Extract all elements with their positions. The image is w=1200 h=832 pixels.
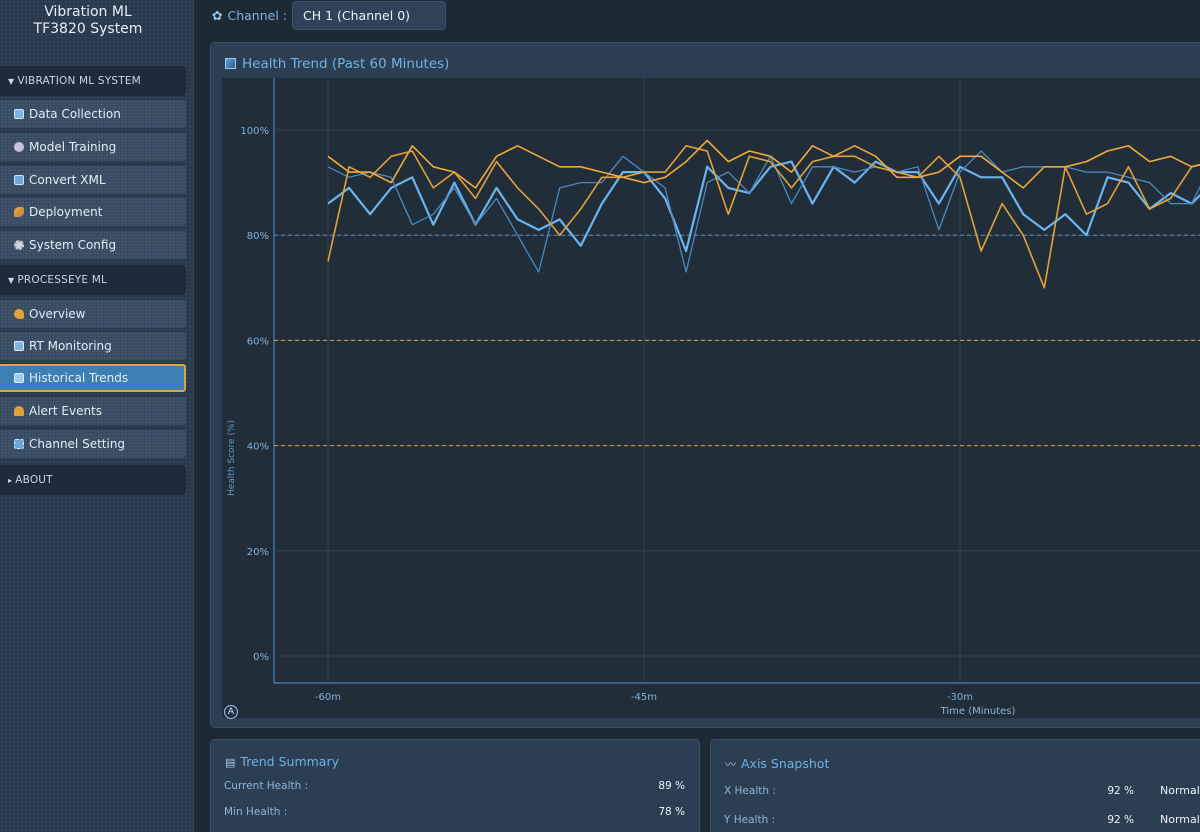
section-label: ABOUT [15,474,53,486]
sidebar-item-data-collection[interactable]: Data Collection [0,100,186,128]
x-health-label: X Health : [724,785,776,797]
min-health-label: Min Health : [224,806,288,818]
y-health-label: Y Health : [724,814,776,826]
caret-down-icon: ▼ [8,276,15,285]
caret-down-icon: ▼ [8,77,15,86]
y-axis-label: Health Score (%) [227,420,237,496]
sidebar-item-label: Model Training [29,140,117,154]
x-tick-label: -30m [947,692,973,703]
sidebar-item-system-config[interactable]: System Config [0,231,186,259]
axis-snapshot-title: 〰 Axis Snapshot [725,756,829,772]
pin-icon [14,309,24,319]
x-health-value: 92 % [1107,785,1134,797]
current-health-value: 89 % [658,780,685,792]
sidebar-item-model-training[interactable]: Model Training [0,133,186,161]
x-tick-label: -45m [631,692,657,703]
health-trend-chart: 0% 20% 40% 60% 80% 100% -60m -45m -30m Health Sc… [222,78,1200,718]
y-health-status: Normal [1160,813,1200,826]
tick-layer: 0% 20% 40% 60% 80% 100% -60m -45m -30m [240,126,973,703]
section-vibration-ml-system[interactable]: ▼ VIBRATION ML SYSTEM [0,66,186,96]
bell-icon [14,406,24,416]
trend-summary-title: ▤ Trend Summary [225,754,339,769]
trend-summary-card: ▤ Trend Summary Current Health : 89 % Min… [210,739,700,832]
brand: Vibration ML TF3820 System [0,4,176,38]
plot-background [222,78,1200,718]
file-icon [14,175,24,185]
sidebar-item-historical-trends[interactable]: Historical Trends [0,364,186,392]
section-about[interactable]: ▸ ABOUT [0,465,186,495]
caret-right-icon: ▸ [8,476,13,485]
sidebar-item-label: Overview [29,307,86,321]
min-health-value: 78 % [658,806,685,818]
section-label: VIBRATION ML SYSTEM [17,75,141,87]
wave-icon: 〰 [725,758,736,771]
trend-chart-icon [225,58,236,69]
sidebar-item-convert-xml[interactable]: Convert XML [0,166,186,194]
chart-icon [14,109,24,119]
sidebar-item-label: System Config [29,238,117,252]
y-health-value: 92 % [1107,814,1134,826]
axis-snapshot-card: 〰 Axis Snapshot X Health : 92 % Normal Y … [710,739,1200,832]
series-line-4 [327,139,1200,189]
chart-reset-button[interactable]: A [224,705,238,719]
series-line-2 [327,150,1200,273]
sidebar: Vibration ML TF3820 System ▼ VIBRATION ML… [0,0,194,832]
axis-snapshot-title-text: Axis Snapshot [741,756,830,771]
x-health-status: Normal [1160,784,1200,797]
gear-icon: ✿ [212,8,223,23]
section-label: PROCESSEYE ML [17,274,108,286]
channel-label: ✿ Channel : [212,8,287,23]
y-tick-label: 0% [253,652,269,663]
grid-icon [14,439,24,449]
sidebar-item-label: Alert Events [29,404,103,418]
sidebar-item-channel-setting[interactable]: Channel Setting [0,430,186,458]
sidebar-item-label: Data Collection [29,107,121,121]
panel-title-text: Health Trend (Past 60 Minutes) [242,56,450,72]
sidebar-item-label: Convert XML [29,173,106,187]
sidebar-item-label: Deployment [29,205,103,219]
sidebar-item-rt-monitoring[interactable]: RT Monitoring [0,332,186,360]
panel-title: Health Trend (Past 60 Minutes) [225,56,449,72]
channel-select[interactable]: CH 1 (Channel 0) [292,1,446,30]
section-processeye-ml[interactable]: ▼ PROCESSEYE ML [0,265,186,295]
y-tick-label: 60% [247,336,269,347]
trend-summary-title-text: Trend Summary [240,754,339,769]
threshold-layer [274,234,1200,447]
sidebar-item-label: Historical Trends [29,371,129,385]
brain-icon [14,142,24,152]
y-tick-label: 80% [247,231,269,242]
gear-icon [14,240,24,250]
series-layer [327,139,1200,289]
y-tick-label: 100% [240,126,269,137]
x-axis-label: Time (Minutes) [940,706,1016,717]
y-tick-label: 40% [247,442,269,453]
clipboard-icon: ▤ [225,756,236,769]
series-line-3 [327,145,1200,289]
brand-title: Vibration ML [44,4,132,20]
sidebar-item-label: Channel Setting [29,437,126,451]
x-tick-label: -60m [315,692,341,703]
current-health-label: Current Health : [224,780,309,792]
sidebar-item-deployment[interactable]: Deployment [0,198,186,226]
channel-label-text: Channel : [227,8,287,23]
brand-subtitle: TF3820 System [33,21,143,37]
rocket-icon [14,207,24,217]
sidebar-item-label: RT Monitoring [29,339,112,353]
trend-icon [14,373,24,383]
y-tick-label: 20% [247,547,269,558]
series-line-1 [327,160,1200,253]
sidebar-item-overview[interactable]: Overview [0,300,186,328]
monitor-icon [14,341,24,351]
channel-selected-value: CH 1 (Channel 0) [303,8,411,23]
sidebar-item-alert-events[interactable]: Alert Events [0,397,186,425]
